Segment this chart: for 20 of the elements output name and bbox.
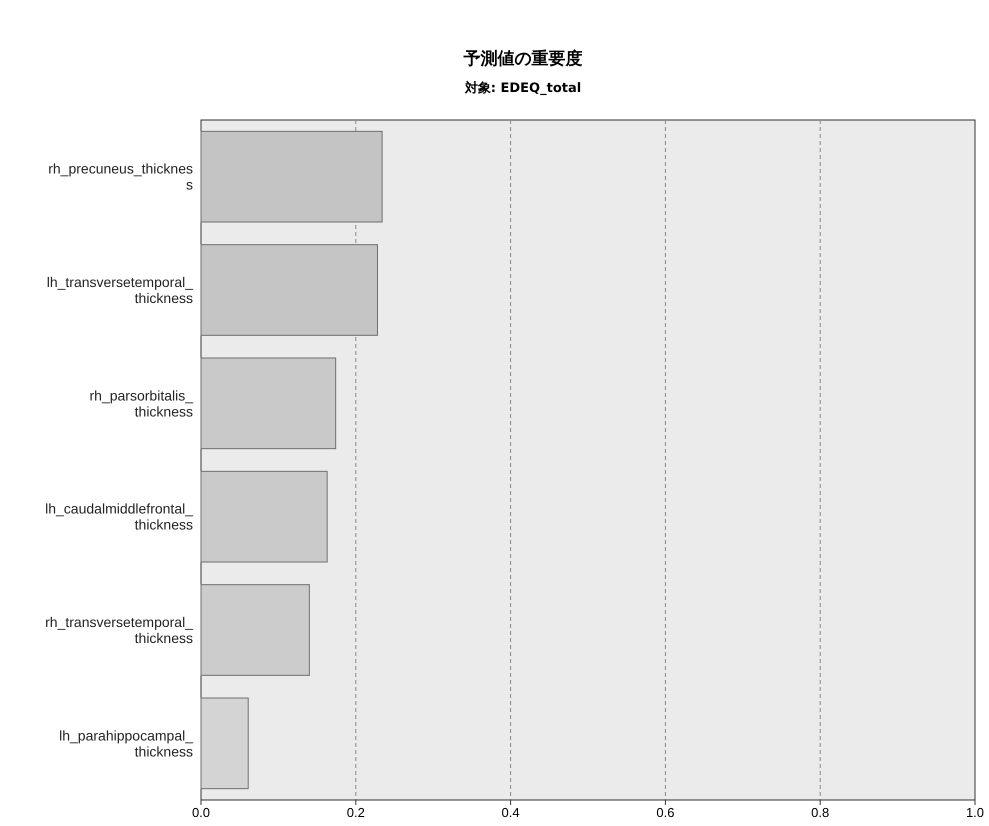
y-tick-label: rh_parsorbitalis_ thickness [90, 387, 194, 420]
y-tick-label: lh_parahippocampal_ thickness [59, 727, 194, 760]
y-tick-label: rh_transversetemporal_ thickness [45, 614, 194, 646]
bar [200, 698, 249, 790]
chart-subtitle: 対象: EDEQ_total [464, 80, 582, 96]
bar [200, 470, 328, 562]
x-tick-label: 0.2 [346, 805, 365, 820]
y-tick-label: lh_transversetemporal_ thickness [46, 274, 194, 306]
x-tick-label: 1.0 [966, 805, 984, 820]
y-tick-label: lh_caudalmiddlefrontal_ thickness [45, 500, 194, 533]
bar [200, 358, 336, 450]
chart-title: 予測値の重要度 [462, 49, 582, 69]
x-tick-label: 0.6 [656, 805, 674, 820]
x-tick-label: 0.0 [192, 805, 210, 820]
y-tick-label: rh_precuneus_thicknes s [48, 160, 193, 193]
x-tick-label: 0.8 [811, 805, 830, 820]
bar [200, 584, 310, 676]
bar [200, 130, 383, 222]
x-tick-label: 0.4 [502, 805, 520, 820]
bar [200, 244, 378, 336]
